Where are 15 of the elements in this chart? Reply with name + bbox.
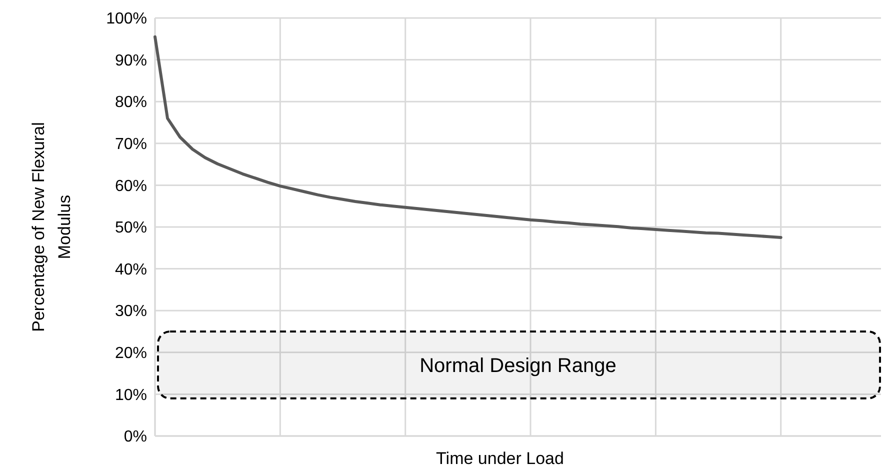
y-tick-label: 30% <box>114 303 147 320</box>
y-tick-label: 20% <box>114 345 147 362</box>
band-label: Normal Design Range <box>420 354 616 377</box>
y-tick-label: 100% <box>106 10 147 28</box>
y-tick-label: 90% <box>114 52 147 70</box>
y-tick-label: 50% <box>114 220 147 237</box>
y-tick-label: 70% <box>114 136 147 153</box>
y-tick-label: 10% <box>114 386 147 404</box>
y-axis-title: Percentage of New Flexural Modulus <box>29 122 74 332</box>
y-tick-label: 80% <box>114 94 147 112</box>
y-tick-label: 40% <box>114 261 147 278</box>
x-axis-title: Time under Load <box>436 449 564 468</box>
y-tick-label: 60% <box>114 178 147 195</box>
line-series <box>154 35 782 239</box>
y-tick-label: 0% <box>124 428 147 446</box>
